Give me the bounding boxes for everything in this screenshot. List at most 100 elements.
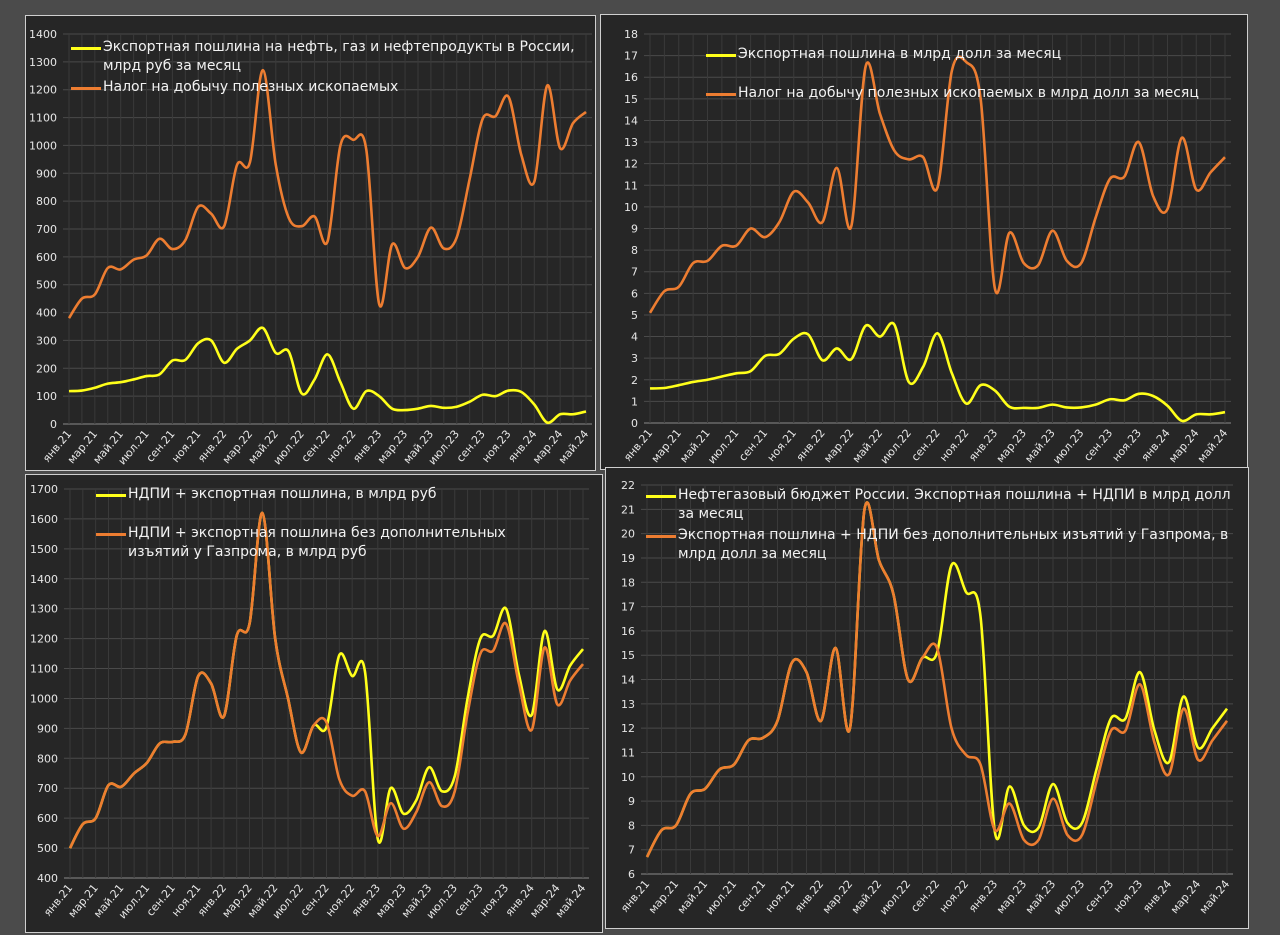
y-tick-label: 9	[628, 795, 635, 808]
chart-1-legend: Экспортная пошлина на нефть, газ и нефте…	[71, 38, 591, 99]
y-tick-label: 700	[37, 782, 58, 795]
y-tick-label: 0	[50, 418, 57, 431]
legend-line-yellow	[71, 47, 101, 50]
x-tick-label: сен.21	[736, 427, 770, 464]
x-tick-label: мар.24	[1168, 878, 1203, 917]
x-tick-label: июл.21	[703, 878, 739, 918]
y-tick-label: 1100	[29, 112, 57, 125]
legend-item: Экспортная пошлина на нефть, газ и нефте…	[71, 38, 591, 76]
y-tick-label: 2	[631, 374, 638, 387]
legend-label: Налог на добычу полезных ископаемых	[103, 79, 399, 95]
y-tick-label: 14	[624, 114, 638, 127]
x-tick-label: июл.21	[705, 427, 741, 467]
y-tick-label: 1200	[30, 633, 58, 646]
y-tick-label: 900	[37, 722, 58, 735]
y-tick-label: 8	[631, 244, 638, 257]
x-tick-label: ноя.23	[1110, 427, 1144, 465]
chart-3-legend: НДПИ + экспортная пошлина, в млрд руб НД…	[96, 485, 536, 564]
x-tick-label: ноя.22	[937, 427, 971, 465]
x-tick-label: май.24	[1195, 427, 1230, 466]
x-tick-label: сен.21	[734, 878, 768, 915]
x-tick-label: ноя.21	[765, 427, 799, 465]
x-tick-label: сен.22	[909, 427, 943, 464]
legend-item: Экспортная пошлина + НДПИ без дополнител…	[646, 526, 1236, 564]
y-tick-label: 16	[624, 71, 638, 84]
y-tick-label: 7	[628, 844, 635, 857]
chart-4-svg: 678910111213141516171819202122янв.21мар.…	[618, 479, 1233, 918]
y-tick-label: 700	[36, 223, 57, 236]
y-tick-label: 10	[621, 771, 635, 784]
chart-1-svg: 0 100 200 300 400 500 600 700 800 900 1000 1100 1200…	[29, 28, 592, 467]
y-tick-label: 9	[631, 223, 638, 236]
chart-panel-4: 6 7 8 9 10 11 12 13 14 15 16 17 18 19 20 21 22 янв.21 мар.…	[605, 467, 1249, 929]
x-tick-label: сен.22	[908, 878, 942, 915]
legend-label: Экспортная пошлина на нефть, газ и нефте…	[103, 39, 575, 74]
x-tick-label: мар.21	[646, 878, 681, 917]
legend-item: Налог на добычу полезных ископаемых в мл…	[706, 84, 1246, 103]
y-tick-label: 500	[36, 279, 57, 292]
y-tick-label: 0	[631, 417, 638, 430]
legend-line-orange	[646, 535, 676, 538]
y-tick-label: 17	[621, 601, 635, 614]
y-tick-label: 1	[631, 395, 638, 408]
y-tick-label: 1300	[30, 603, 58, 616]
y-tick-label: 1500	[30, 543, 58, 556]
legend-label: Экспортная пошлина + НДПИ без дополнител…	[678, 527, 1229, 562]
series-line-orange	[68, 511, 585, 849]
y-tick-label: 400	[37, 872, 58, 885]
y-tick-label: 3	[631, 352, 638, 365]
y-tick-label: 1400	[29, 28, 57, 41]
x-tick-label: июл.22	[878, 427, 914, 467]
legend-line-orange	[71, 87, 101, 90]
x-tick-label: мар.22	[820, 878, 855, 917]
y-tick-label: 21	[621, 503, 635, 516]
x-tick-label: ноя.23	[1111, 878, 1145, 916]
chart-3-svg: 400 500 600 700 800 900 1000 1100 1200 1300 1400 15…	[30, 483, 589, 921]
y-tick-label: 900	[36, 167, 57, 180]
y-tick-label: 6	[628, 868, 635, 881]
legend-item: НДПИ + экспортная пошлина без дополнител…	[96, 524, 536, 562]
y-tick-label: 800	[36, 195, 57, 208]
y-tick-label: 18	[624, 28, 638, 41]
y-tick-label: 17	[624, 50, 638, 63]
y-tick-label: 12	[621, 722, 635, 735]
legend-item: НДПИ + экспортная пошлина, в млрд руб	[96, 485, 536, 504]
y-tick-label: 6	[631, 287, 638, 300]
legend-line-yellow	[96, 494, 126, 497]
legend-label: НДПИ + экспортная пошлина, в млрд руб	[128, 486, 437, 502]
y-tick-label: 15	[621, 649, 635, 662]
y-tick-label: 8	[628, 819, 635, 832]
chart-panel-2: 0 1 2 3 4 5 6 7 8 9 10 11 12 13 14 15 16 17 18 янв.21 мар.21…	[600, 14, 1248, 470]
y-tick-label: 100	[36, 390, 57, 403]
y-tick-label: 1400	[30, 573, 58, 586]
y-tick-label: 300	[36, 334, 57, 347]
x-tick-label: ноя.22	[937, 878, 971, 916]
y-tick-label: 10	[624, 201, 638, 214]
legend-label: Нефтегазовый бюджет России. Экспортная п…	[678, 487, 1231, 522]
legend-line-orange	[96, 533, 126, 536]
chart-4-legend: Нефтегазовый бюджет России. Экспортная п…	[646, 486, 1236, 566]
y-tick-label: 1200	[29, 84, 57, 97]
legend-label: НДПИ + экспортная пошлина без дополнител…	[128, 525, 506, 560]
legend-line-orange	[706, 93, 736, 96]
x-tick-label: мар.23	[994, 878, 1029, 917]
y-tick-label: 15	[624, 93, 638, 106]
y-tick-label: 14	[621, 674, 635, 687]
y-tick-label: 600	[36, 251, 57, 264]
chart-panel-1: 0 100 200 300 400 500 600 700 800 900 1000 1100 1200…	[25, 15, 596, 471]
chart-panel-3: 400 500 600 700 800 900 1000 1100 1200 1300 1400 15…	[25, 474, 603, 933]
y-tick-label: 1600	[30, 513, 58, 526]
y-tick-label: 7	[631, 266, 638, 279]
legend-label: Налог на добычу полезных ископаемых в мл…	[738, 85, 1199, 101]
legend-item: Нефтегазовый бюджет России. Экспортная п…	[646, 486, 1236, 524]
y-tick-label: 1000	[29, 139, 57, 152]
y-tick-label: 11	[621, 746, 635, 759]
y-tick-label: 12	[624, 158, 638, 171]
legend-line-yellow	[706, 54, 736, 57]
y-tick-label: 1700	[30, 483, 58, 496]
y-tick-label: 400	[36, 307, 57, 320]
y-tick-label: 11	[624, 179, 638, 192]
y-tick-label: 500	[37, 842, 58, 855]
y-tick-label: 200	[36, 362, 57, 375]
y-tick-label: 1300	[29, 56, 57, 69]
